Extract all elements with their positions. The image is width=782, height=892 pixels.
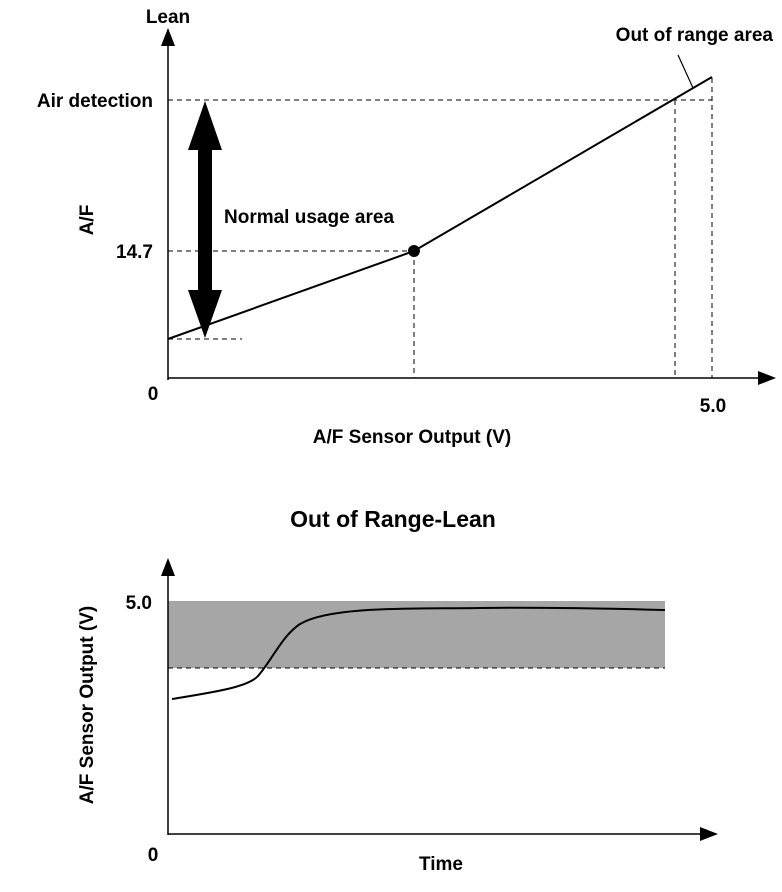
stoich-label: 14.7: [116, 242, 153, 263]
bottom-y-tick-max: 5.0: [126, 593, 152, 614]
out-of-range-band: [168, 601, 665, 668]
stoich-point: [408, 245, 420, 257]
bottom-title: Out of Range-Lean: [290, 506, 496, 532]
normal-usage-label: Normal usage area: [224, 207, 394, 228]
bottom-diagram: Out of Range-Lean 5.0 0 Time A/F Sensor …: [77, 506, 718, 875]
top-x-axis-arrowhead: [758, 371, 776, 385]
top-x-tick-max: 5.0: [700, 396, 726, 417]
air-detection-label: Air detection: [37, 91, 153, 112]
top-y-axis-top-label: Lean: [146, 7, 190, 28]
top-y-axis-arrowhead: [161, 28, 175, 46]
bottom-x-axis-label: Time: [419, 854, 463, 875]
out-of-range-leader: [677, 54, 694, 89]
top-y-axis-label: A/F: [77, 205, 98, 236]
sensor-output-curve: [171, 606, 666, 700]
top-diagram: Lean Air detection 14.7 0 5.0 A/F Sensor…: [37, 7, 776, 448]
bottom-y-axis-label: A/F Sensor Output (V): [77, 606, 98, 804]
bottom-x-axis-arrowhead: [700, 827, 718, 841]
bottom-y-axis-arrowhead: [161, 558, 175, 576]
top-origin-label: 0: [148, 384, 159, 405]
out-of-range-label: Out of range area: [616, 25, 774, 46]
bottom-origin-label: 0: [148, 845, 159, 866]
top-x-axis-label: A/F Sensor Output (V): [313, 427, 511, 448]
normal-usage-double-arrow: [188, 101, 222, 338]
